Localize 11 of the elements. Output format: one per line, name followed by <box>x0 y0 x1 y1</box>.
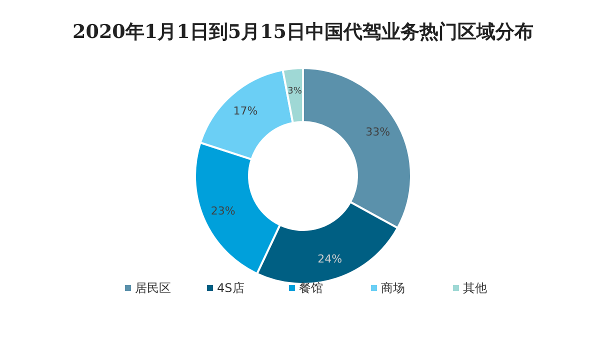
legend-label: 餐馆 <box>299 281 323 295</box>
legend-label: 4S店 <box>217 281 244 295</box>
legend-label: 商场 <box>381 281 405 295</box>
chart-title: 2020年1月1日到5月15日中国代驾业务热门区域分布 <box>72 21 534 43</box>
data-label: 33% <box>366 126 390 139</box>
legend-label: 其他 <box>463 281 487 295</box>
legend-label: 居民区 <box>135 281 171 295</box>
data-label: 17% <box>233 104 258 118</box>
data-label: 3% <box>288 86 302 96</box>
data-label: 24% <box>318 252 342 266</box>
data-label: 23% <box>210 204 236 218</box>
